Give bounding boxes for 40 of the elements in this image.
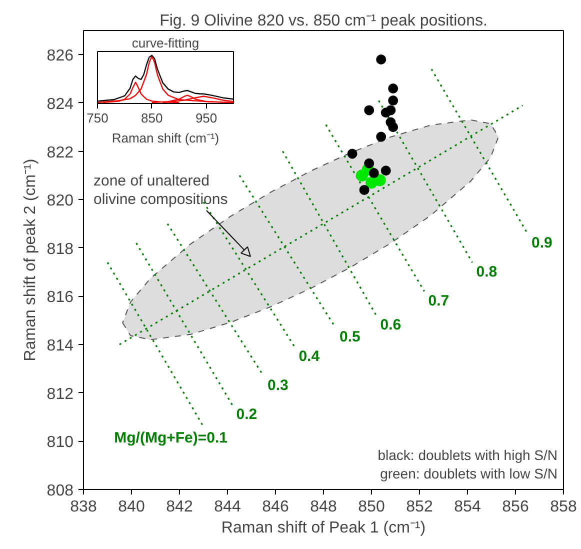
annotation: zone of unaltered olivine compositions [94, 172, 228, 208]
x-tick-label: 846 [262, 498, 289, 516]
chart-title: Fig. 9 Olivine 820 vs. 850 cm⁻¹ peak positions. [160, 12, 488, 30]
annotation: black: doublets with high S/N green: doublets with low S/N [378, 447, 558, 482]
chart-title: curve-fitting [132, 36, 200, 50]
x-tick-label: 838 [70, 498, 97, 516]
x-axis-title: Raman shift (cm⁻¹) [112, 130, 220, 146]
x-tick-label: 858 [550, 498, 577, 516]
y-tick-label: 824 [46, 96, 74, 113]
y-axis-title: Raman shift of peak 2 (cm⁻¹) [22, 158, 39, 362]
x-tick-label: 850 [141, 110, 163, 126]
y-tick-label: 814 [46, 338, 74, 355]
series-label: 0.3 [268, 376, 288, 394]
series-label: 0.4 [298, 348, 320, 365]
series-label: 0.5 [340, 328, 360, 346]
y-tick-label: 816 [46, 289, 74, 306]
y-tick-label: 818 [46, 240, 74, 258]
x-tick-label: 950 [195, 110, 218, 126]
x-tick-label: 850 [358, 498, 385, 516]
series-label: 0.6 [380, 316, 402, 334]
series-label: 0.2 [236, 406, 258, 423]
series-label: 0.9 [532, 234, 552, 252]
x-tick-label: 840 [118, 498, 145, 516]
x-tick-label: 750 [86, 110, 108, 126]
x-tick-label: 852 [406, 498, 433, 516]
x-tick-label: 854 [454, 498, 481, 516]
y-tick-label: 812 [46, 386, 74, 403]
y-tick-label: 808 [46, 482, 74, 500]
series-label: 0.8 [476, 263, 498, 280]
x-tick-label: 856 [502, 498, 529, 516]
y-tick-label: 810 [46, 434, 74, 452]
series-label: Mg/(Mg+Fe)=0.1 [114, 430, 228, 447]
series-label: 0.7 [428, 292, 450, 310]
x-axis-title: Raman shift of Peak 1 (cm⁻¹) [221, 520, 426, 536]
x-tick-label: 848 [310, 498, 337, 516]
y-tick-label: 822 [46, 144, 74, 162]
y-tick-label: 820 [46, 192, 74, 210]
x-tick-label: 844 [214, 498, 241, 516]
y-tick-label: 826 [46, 48, 74, 65]
x-tick-label: 842 [166, 498, 193, 516]
